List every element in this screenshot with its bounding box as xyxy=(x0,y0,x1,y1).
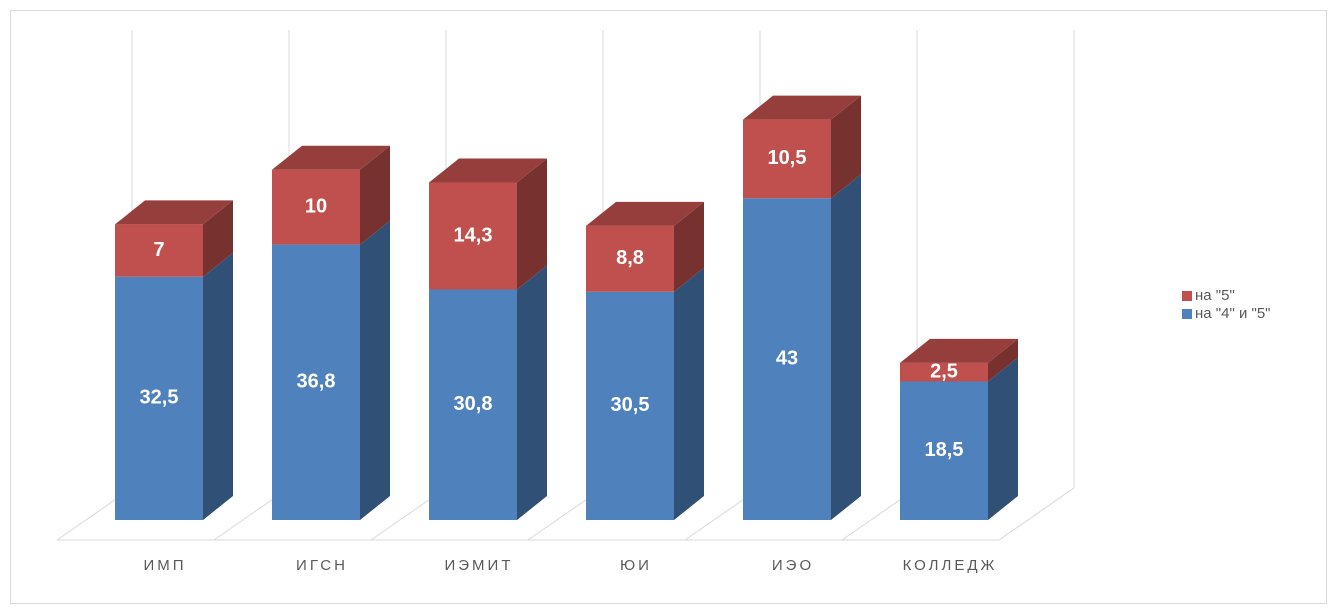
bar xyxy=(429,289,517,520)
data-label: 43 xyxy=(776,347,798,369)
bar-side xyxy=(517,158,547,290)
data-label: 18,5 xyxy=(925,439,964,461)
bar-side xyxy=(988,357,1018,520)
legend-swatch xyxy=(1182,291,1192,301)
bar-side xyxy=(831,95,861,199)
data-label: 14,3 xyxy=(454,224,493,246)
x-tick-label: ИЭМИТ xyxy=(444,557,513,574)
data-label: 7 xyxy=(153,239,164,261)
bar-side xyxy=(988,338,1018,382)
legend-label: на "5" xyxy=(1195,287,1235,304)
bar xyxy=(743,198,831,520)
data-label: 10,5 xyxy=(768,147,807,169)
bar-side xyxy=(360,145,390,245)
bar xyxy=(900,362,988,382)
data-label: 36,8 xyxy=(297,371,336,393)
bar-side xyxy=(831,174,861,520)
bar-top xyxy=(743,95,861,120)
bar-side xyxy=(674,267,704,520)
bar xyxy=(272,169,360,245)
bar-side xyxy=(360,220,390,520)
data-label: 8,8 xyxy=(616,247,644,269)
bar-top xyxy=(586,201,704,226)
bar-top xyxy=(429,158,547,183)
bar xyxy=(272,244,360,520)
bar-side xyxy=(203,200,233,277)
data-label: 2,5 xyxy=(930,360,958,382)
x-tick-label: ИГСН xyxy=(296,557,348,574)
bar-top xyxy=(115,200,233,225)
x-tick-label: КОЛЛЕДЖ xyxy=(903,557,998,574)
bar xyxy=(586,291,674,520)
x-tick-label: ЮИ xyxy=(620,557,652,574)
bar xyxy=(429,182,517,290)
data-label: 30,8 xyxy=(454,393,493,415)
data-label: 30,5 xyxy=(611,394,650,416)
bar-side xyxy=(517,265,547,520)
bar-top xyxy=(900,338,1018,363)
bar-side xyxy=(203,252,233,520)
data-label: 32,5 xyxy=(140,387,179,409)
x-tick-label: ИЭО xyxy=(772,557,814,574)
bar xyxy=(586,225,674,292)
x-tick-label: ИМП xyxy=(143,557,186,574)
floor-line xyxy=(998,487,1075,541)
legend-swatch xyxy=(1182,309,1192,319)
bar xyxy=(115,276,203,520)
bar-side xyxy=(674,201,704,292)
bar-top xyxy=(272,145,390,170)
legend-label: на "4" и "5" xyxy=(1195,305,1271,322)
bar xyxy=(115,224,203,277)
bar xyxy=(743,119,831,199)
bar xyxy=(900,381,988,520)
data-label: 10 xyxy=(305,195,327,217)
